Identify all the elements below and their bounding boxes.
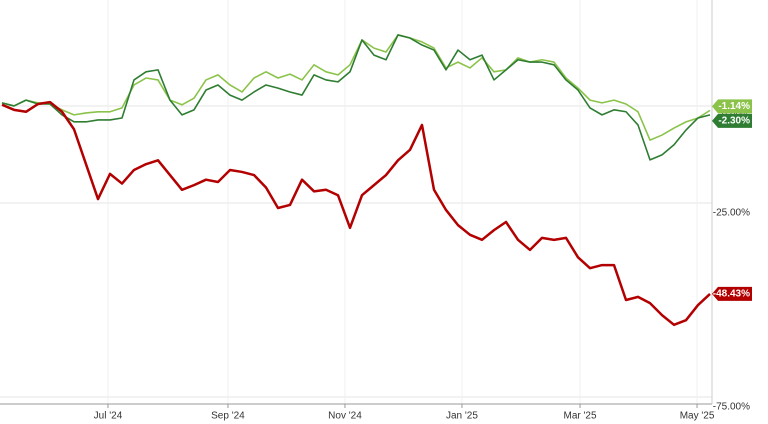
y-tick-label: -75.00% (713, 402, 750, 413)
x-tick-label: Jul '24 (94, 411, 123, 422)
end-tag (712, 286, 752, 301)
end-label: -1.14% (718, 101, 750, 112)
series-line (1, 34, 711, 141)
x-tick-label: Mar '25 (564, 411, 597, 422)
end-tag (712, 99, 752, 114)
end-tag (712, 113, 752, 128)
x-tick-label: May '25 (680, 411, 715, 422)
x-tick-label: Jan '25 (446, 411, 478, 422)
series-line (1, 100, 711, 327)
series-line (1, 34, 711, 161)
y-tick-label: -25.00% (713, 208, 750, 219)
x-tick-label: Nov '24 (328, 411, 362, 422)
end-label: -48.43% (713, 289, 750, 300)
x-tick-label: Sep '24 (211, 411, 245, 422)
end-label: -2.30% (718, 116, 750, 127)
